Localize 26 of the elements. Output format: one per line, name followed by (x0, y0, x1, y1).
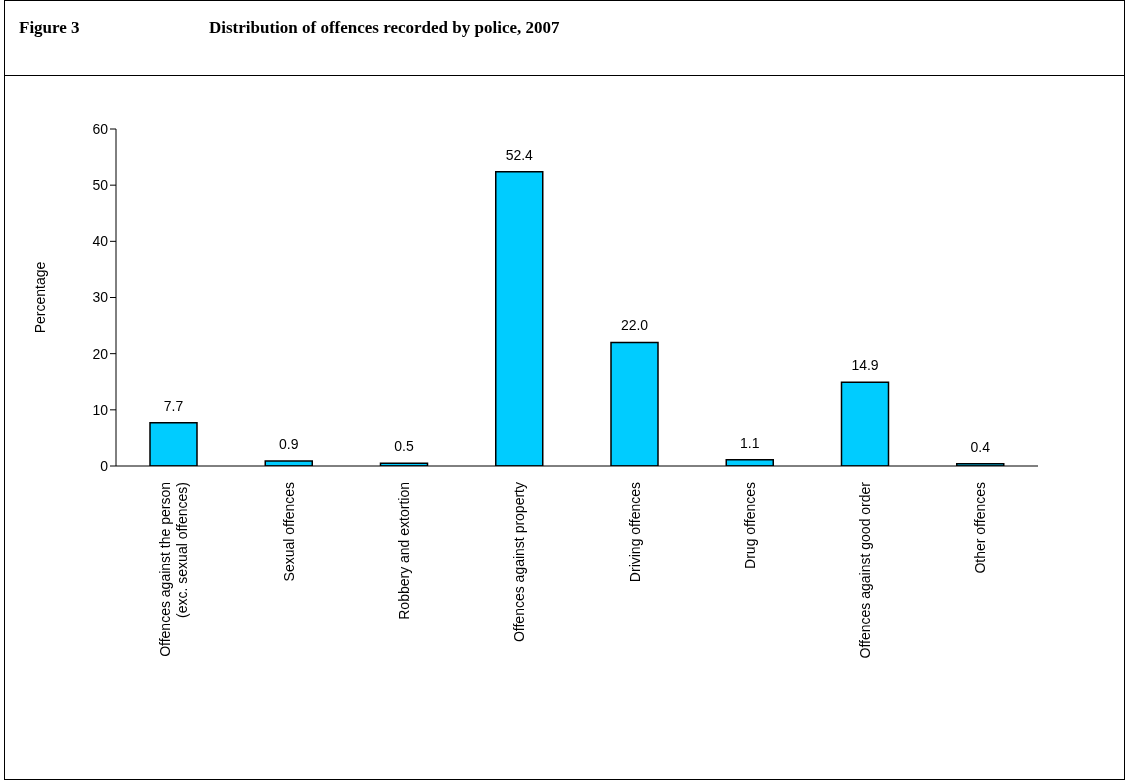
y-tick-label: 10 (92, 401, 109, 418)
x-tick-label: Offences against the person (exc. sexual offences) (157, 482, 191, 657)
chart-title: Figure 3 (19, 18, 80, 38)
y-tick-label: 40 (92, 233, 109, 250)
x-tick-label: Driving offences (626, 482, 643, 583)
data-label: 52.4 (505, 146, 534, 163)
x-tick-label: Offences against property (511, 482, 528, 643)
data-label: 0.9 (279, 435, 299, 452)
y-tick-label: 50 (92, 177, 109, 194)
y-tick-label: 30 (92, 289, 109, 306)
data-label: 0.5 (394, 438, 414, 455)
y-tick-label: 20 (92, 345, 109, 362)
x-tick-label: Offences against good order (857, 481, 874, 659)
y-tick-label: 60 (92, 120, 109, 137)
chart-subtitle: Distribution of offences recorded by police, 2007 (209, 18, 560, 38)
y-axis-title: Percentage (31, 261, 48, 334)
data-label: 1.1 (740, 434, 760, 451)
x-tick-label: Drug offences (741, 482, 758, 569)
data-label: 7.7 (163, 397, 184, 414)
x-tick-label: Other offences (972, 482, 989, 574)
x-tick-label: Sexual offences (280, 482, 297, 582)
x-tick-label: Robbery and extortion (396, 482, 413, 620)
data-label: 22.0 (620, 317, 649, 334)
data-label: 14.9 (851, 357, 879, 374)
data-label: 0.4 (970, 438, 991, 455)
y-tick-label: 0 (100, 457, 109, 474)
